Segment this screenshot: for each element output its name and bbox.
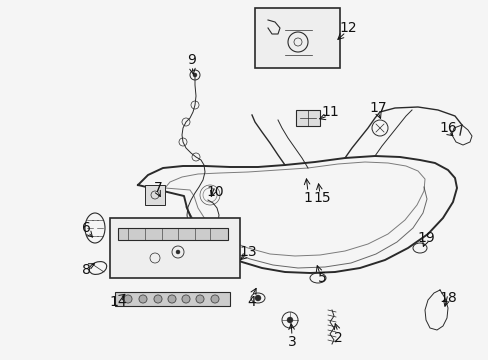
Bar: [110, 218, 240, 278]
Circle shape: [168, 295, 176, 303]
Text: 13: 13: [239, 245, 256, 259]
Text: 14: 14: [109, 295, 126, 309]
Bar: [295, 110, 319, 126]
Text: 1: 1: [303, 191, 312, 205]
Text: 9: 9: [187, 53, 196, 67]
Circle shape: [176, 250, 180, 254]
Bar: [145, 185, 164, 205]
Bar: [254, 8, 339, 68]
Text: 2: 2: [333, 331, 342, 345]
Text: 15: 15: [312, 191, 330, 205]
Text: 16: 16: [438, 121, 456, 135]
Circle shape: [193, 73, 197, 77]
Bar: [115, 292, 229, 306]
Text: 6: 6: [81, 221, 90, 235]
Circle shape: [286, 317, 292, 323]
Text: 7: 7: [153, 181, 162, 195]
Text: 10: 10: [206, 185, 224, 199]
Text: 17: 17: [368, 101, 386, 115]
Bar: [118, 228, 227, 240]
Text: 5: 5: [317, 271, 325, 285]
Text: 8: 8: [81, 263, 90, 277]
Circle shape: [154, 295, 162, 303]
Text: 19: 19: [416, 231, 434, 245]
Text: 18: 18: [438, 291, 456, 305]
Text: 3: 3: [287, 335, 296, 349]
Circle shape: [182, 295, 190, 303]
Circle shape: [139, 295, 147, 303]
Circle shape: [210, 295, 219, 303]
Text: 12: 12: [339, 21, 356, 35]
Circle shape: [196, 295, 203, 303]
Text: 4: 4: [247, 295, 256, 309]
Text: 11: 11: [321, 105, 338, 119]
Circle shape: [254, 295, 261, 301]
Circle shape: [124, 295, 132, 303]
